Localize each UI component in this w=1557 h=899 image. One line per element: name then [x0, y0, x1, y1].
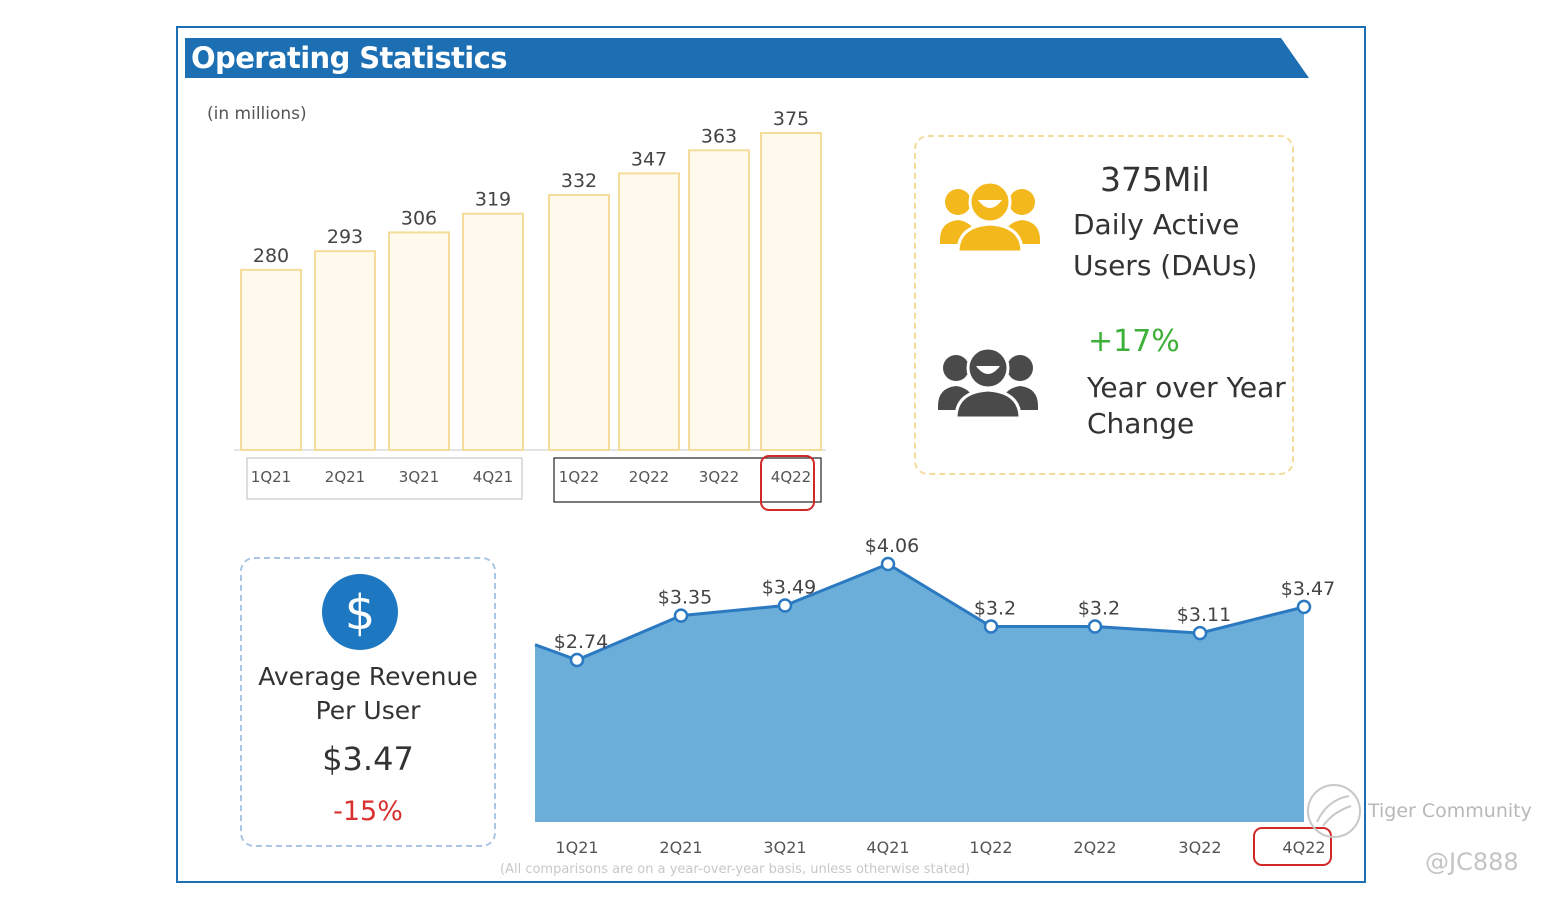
x-tick-label: 3Q22	[1178, 838, 1221, 857]
bar-value-label: 319	[475, 189, 511, 211]
arpu-value-label: $2.74	[554, 631, 608, 653]
arpu-point-3Q22	[1192, 625, 1208, 641]
x-tick-label: 3Q22	[699, 468, 739, 486]
bar-2Q21	[314, 250, 376, 451]
bar-4Q22	[760, 132, 822, 451]
units-note: (in millions)	[207, 104, 307, 124]
tiger-logo-icon	[1307, 784, 1361, 838]
dau-label: Daily Active Users (DAUs)	[1073, 208, 1258, 282]
bar-value-label: 280	[253, 245, 289, 267]
arpu-point-2Q21	[673, 608, 689, 623]
arpu-point-1Q22	[983, 619, 999, 634]
arpu-point-3Q21	[777, 598, 793, 613]
arpu-value-label: $3.2	[974, 598, 1016, 620]
arpu-value-label: $3.47	[1281, 578, 1335, 600]
bar-2Q22	[618, 172, 680, 451]
highlight-4q22-arpu	[1253, 827, 1332, 866]
arpu-value-label: $3.49	[762, 576, 816, 598]
x-tick-label: 4Q22	[771, 468, 811, 486]
arpu-value-label: $3.11	[1177, 604, 1231, 626]
x-tick-label: 4Q22	[1282, 838, 1325, 857]
svg-text:$: $	[345, 585, 376, 641]
arpu-label: Average Revenue Per User	[258, 662, 478, 725]
arpu-change: -15%	[333, 796, 403, 827]
bar-value-label: 332	[561, 170, 597, 192]
x-tick-label: 2Q21	[659, 838, 702, 857]
x-tick-label: 2Q22	[629, 468, 669, 486]
x-tick-label: 3Q21	[763, 838, 806, 857]
bar-value-label: 375	[773, 108, 809, 130]
users-gold-icon	[940, 180, 1040, 254]
arpu-value: $3.47	[322, 740, 414, 778]
users-gray-icon	[938, 346, 1038, 420]
bar-3Q21	[388, 231, 450, 451]
x-tick-label: 1Q21	[555, 838, 598, 857]
arpu-value-label: $3.2	[1078, 598, 1120, 620]
arpu-point-4Q21	[880, 556, 896, 572]
bar-3Q22	[688, 149, 750, 451]
arpu-value-label: $3.35	[658, 587, 712, 609]
group-box-2022	[553, 457, 822, 503]
x-tick-label: 2Q22	[1073, 838, 1116, 857]
arpu-value-label: $4.06	[865, 535, 919, 557]
yoy-change-value: +17%	[1088, 324, 1180, 359]
x-tick-label: 4Q21	[473, 468, 513, 486]
watermark-brand: Tiger Community	[1368, 800, 1532, 822]
x-tick-label: 1Q22	[559, 468, 599, 486]
arpu-point-1Q21	[569, 652, 585, 668]
x-tick-label: 3Q21	[399, 468, 439, 486]
arpu-card	[240, 557, 496, 847]
arpu-area	[535, 564, 1304, 822]
group-box-2021	[246, 457, 523, 500]
bar-value-label: 306	[401, 207, 437, 229]
bar-value-label: 363	[701, 125, 737, 147]
footnote: (All comparisons are on a year-over-year…	[500, 862, 971, 877]
bar-value-label: 293	[327, 226, 363, 248]
x-tick-label: 1Q21	[251, 468, 291, 486]
dollar-icon: $	[322, 574, 398, 650]
arpu-point-2Q22	[1087, 619, 1103, 634]
x-tick-label: 1Q22	[969, 838, 1012, 857]
bar-4Q21	[462, 212, 524, 451]
x-tick-label: 2Q21	[325, 468, 365, 486]
title-banner	[185, 38, 1309, 78]
dau-card	[914, 135, 1294, 475]
yoy-change-label: Year over Year Change	[1087, 371, 1286, 440]
dau-value: 375Mil	[1100, 160, 1210, 199]
highlight-4q22-dau	[760, 455, 815, 511]
bar-1Q22	[548, 193, 610, 451]
x-tick-label: 4Q21	[866, 838, 909, 857]
bar-value-label: 347	[631, 148, 667, 170]
page-title: Operating Statistics	[191, 41, 508, 75]
arpu-point-4Q22	[1296, 599, 1312, 615]
bar-1Q21	[240, 268, 302, 451]
watermark-handle: @JC888	[1425, 848, 1519, 876]
